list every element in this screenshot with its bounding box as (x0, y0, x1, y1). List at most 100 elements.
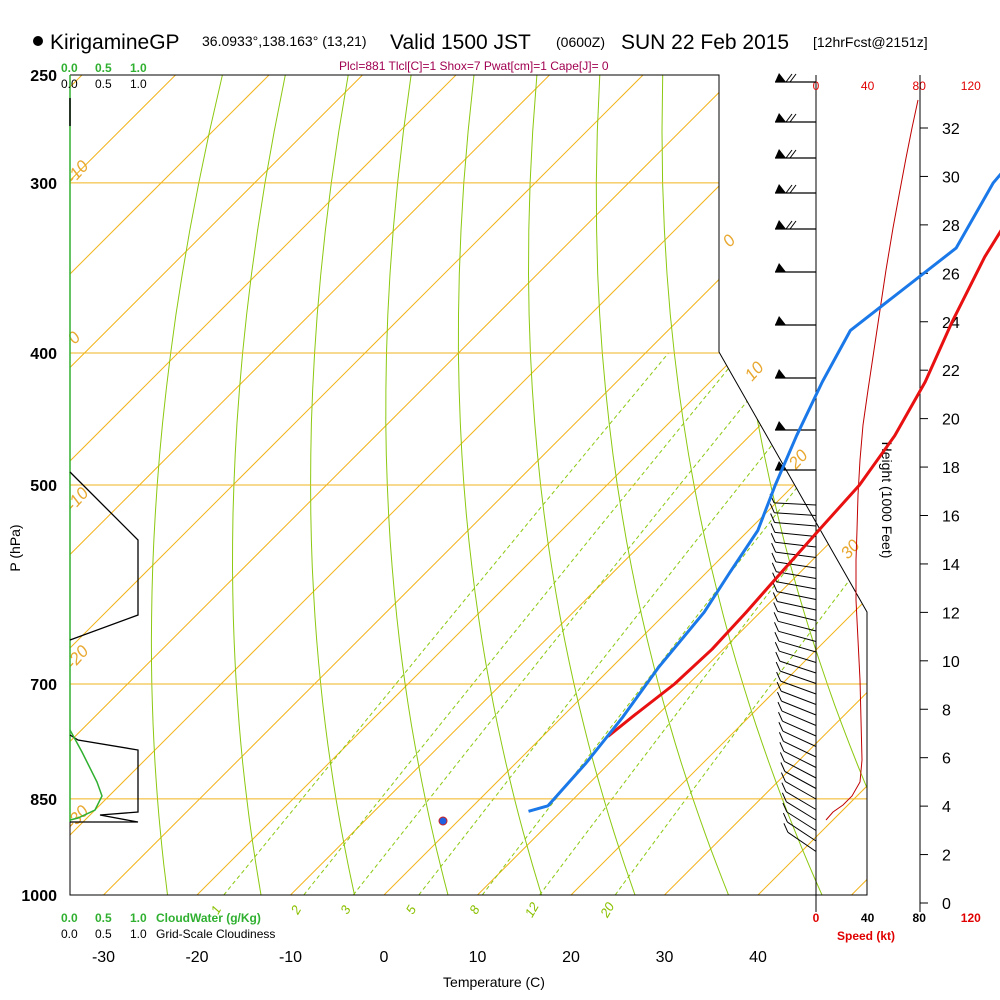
top-cloudiness-tick: 0.0 (61, 77, 78, 91)
pressure-tick-label: 1000 (21, 888, 57, 905)
wind-barb (774, 522, 817, 527)
wind-barb-feather (781, 792, 787, 803)
mixing-ratio-label: 2 (287, 902, 304, 917)
wind-barb (775, 541, 817, 548)
top-cloudwater-tick: 1.0 (130, 61, 147, 75)
wind-barb-feather (789, 73, 797, 83)
cloud-water-axis-label: CloudWater (g/Kg) (156, 911, 261, 925)
wind-barb-feather (783, 823, 789, 833)
wind-barb-feather (770, 513, 776, 523)
wind-barb-feather (773, 612, 779, 622)
wind-barb-flag (775, 113, 786, 122)
height-tick-label: 16 (942, 509, 960, 526)
top-cloudwater-tick: 0.5 (95, 61, 112, 75)
isotherm-label: -30 (62, 801, 93, 832)
isotherm-label: 30 (837, 536, 864, 563)
station-name: KirigamineGP (50, 31, 180, 54)
wind-barb-feather (778, 721, 784, 732)
mixing-ratio-labels: 1 2 3 5 8 12 20 (208, 899, 618, 921)
pressure-tick-label: 500 (30, 478, 57, 495)
wind-barb-feather (779, 752, 785, 762)
wind-barb-flag (775, 316, 786, 325)
surface-parcel-marker (438, 816, 448, 826)
wind-barb-feather (774, 631, 780, 642)
height-tick-label: 18 (942, 460, 960, 477)
wind-barb (777, 620, 817, 632)
wind-barb-feather (776, 681, 782, 692)
cloud-water-profile (69, 729, 103, 821)
wind-barb-feather (781, 782, 787, 792)
wind-barb (783, 750, 817, 768)
wind-barb-flag (775, 184, 786, 193)
wind-barb (781, 710, 817, 726)
isotherm-line (70, 75, 363, 895)
isotherm-line (70, 75, 270, 895)
isotherm-label: 10 (741, 358, 768, 385)
wind-speed-panel: 0 40 80 120 0 40 80 120 Speed (kt) (813, 75, 981, 943)
dewpoint-profile (528, 172, 1000, 813)
wind-barb-feather (777, 691, 782, 702)
dry-adiabat-line (231, 75, 286, 895)
dry-adiabat-line (661, 75, 823, 895)
wind-barb-feather (789, 184, 797, 194)
speed-tick-label: 80 (913, 79, 927, 93)
wind-barbs (769, 73, 817, 852)
mixing-ratio-label: 3 (337, 902, 354, 916)
dry-adiabat-line (385, 75, 449, 895)
wind-barb-feather (770, 532, 776, 543)
pressure-tick-label: 850 (30, 792, 57, 809)
wind-barb-feather (773, 602, 779, 612)
wind-barb (780, 670, 817, 684)
wind-barb-feather (774, 641, 780, 652)
isobar-lines (70, 75, 867, 895)
mixing-ratio-label: 5 (403, 902, 420, 916)
isotherm-label: -20 (62, 641, 93, 672)
speed-axis-label: Speed (kt) (837, 929, 895, 943)
wind-barb (783, 740, 817, 758)
bottom-cloudiness-tick: 1.0 (130, 927, 147, 941)
wind-barb (779, 660, 817, 674)
mixing-ratio-label: 20 (597, 899, 618, 921)
valid-time: Valid 1500 JST (390, 31, 531, 54)
dry-adiabat-line (457, 75, 542, 895)
dry-adiabat-line (150, 75, 223, 895)
temperature-tick-label: 0 (380, 949, 389, 966)
wind-barb (774, 531, 817, 537)
speed-tick-label: 0 (813, 911, 820, 925)
wind-barb (775, 561, 817, 569)
temperature-tick-labels: -30 -20 -10 0 10 20 30 40 (92, 949, 767, 966)
dry-adiabat-line (914, 75, 1000, 895)
wind-barb-feather (780, 762, 786, 772)
cloud-panel (69, 75, 139, 823)
wind-barb (776, 571, 817, 579)
station-coords: 36.0933°,138.163° (13,21) (202, 33, 367, 49)
wind-barb (774, 502, 817, 506)
wind-barb-feather (772, 592, 778, 602)
wind-barb-feather (789, 220, 797, 230)
wind-barb (774, 512, 817, 516)
speed-tick-label: 40 (861, 79, 875, 93)
wind-barb-feather (771, 542, 777, 553)
speed-tick-label: 120 (961, 79, 981, 93)
station-bullet-icon (33, 36, 43, 46)
wind-barb (786, 801, 817, 821)
dry-adiabat-line (310, 75, 355, 895)
speed-ticks-bottom: 0 40 80 120 (813, 911, 981, 925)
bottom-cloudiness-tick: 0.0 (61, 927, 78, 941)
mixing-ratio-line (418, 352, 846, 895)
isotherm-line (570, 75, 867, 895)
temperature-tick-label: -30 (92, 949, 115, 966)
height-tick-label: 6 (942, 751, 951, 768)
height-axis-label: Height (1000 Feet) (879, 442, 895, 559)
dry-adiabat-line (595, 75, 729, 895)
wind-barb-flag (775, 263, 786, 272)
wind-barb (779, 650, 817, 663)
dry-adiabat-line (977, 75, 1000, 895)
dry-adiabat-line (850, 75, 867, 895)
bottom-cloudwater-tick: 0.0 (61, 911, 78, 925)
pressure-tick-labels: 250 300 400 500 700 850 1000 (21, 68, 57, 905)
temperature-axis-label: Temperature (C) (443, 974, 545, 990)
mixing-ratio-line (352, 352, 787, 895)
valid-date: SUN 22 Feb 2015 (621, 31, 789, 54)
